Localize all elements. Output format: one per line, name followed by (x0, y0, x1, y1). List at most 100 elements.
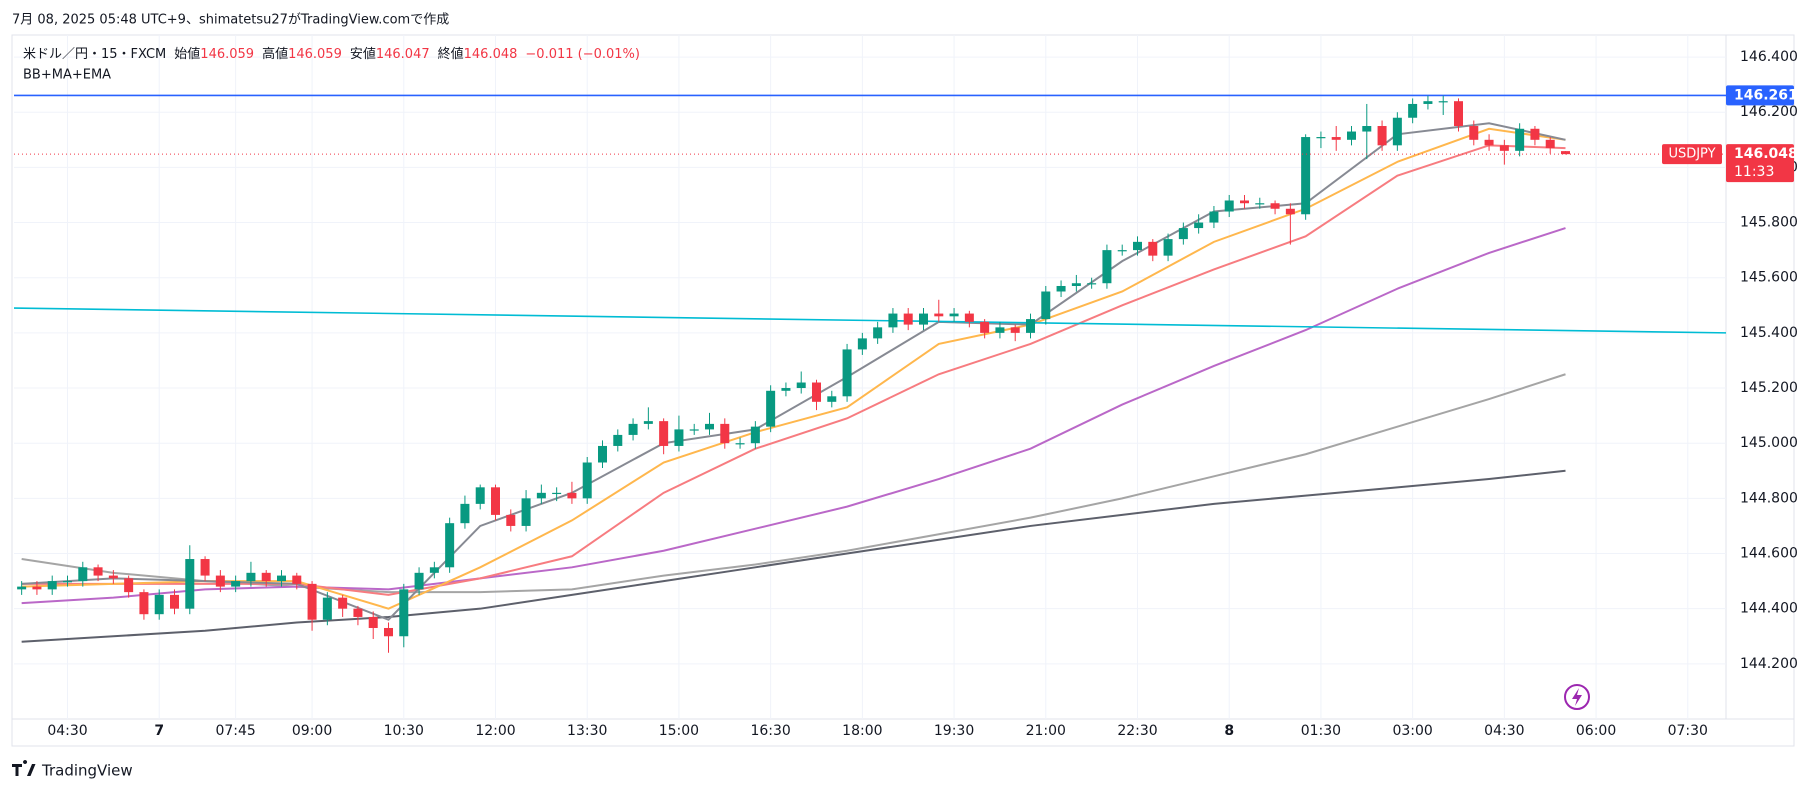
candle-body (1316, 137, 1326, 139)
candle-body (827, 396, 837, 402)
x-tick-label: 09:00 (292, 723, 332, 739)
candle-body (903, 313, 913, 325)
candle-body (491, 487, 500, 515)
candle-body (1545, 139, 1555, 149)
indicators-label[interactable]: BB+MA+EMA (23, 68, 111, 83)
candle-body (1408, 103, 1418, 118)
hline-price-label: 146.261 (1734, 87, 1798, 103)
close-label: 終値 (438, 46, 464, 62)
x-tick-label: 18:00 (842, 723, 882, 739)
candle-body (1392, 117, 1402, 146)
candle-body (231, 581, 241, 587)
candle-body (307, 583, 317, 620)
candle-body (1561, 151, 1570, 155)
x-tick-label: 07:30 (1668, 723, 1708, 739)
candle-body (980, 321, 990, 333)
x-tick-label: 07:45 (215, 723, 255, 739)
candle-body (995, 327, 1005, 333)
candle-body (1301, 137, 1311, 215)
symbol-tag: USDJPY (1668, 147, 1715, 162)
open-label: 始値 (174, 46, 200, 62)
legend-line: 米ドル／円・15・FXCM 始値146.059 高値146.059 安値146.047… (23, 46, 640, 62)
low-label: 安値 (350, 46, 376, 62)
candle-body (475, 487, 485, 504)
candle-body (124, 578, 134, 593)
candle-body (1209, 211, 1219, 223)
candle-body (460, 503, 470, 524)
x-tick-label: 7 (154, 723, 164, 739)
candle-body (1117, 250, 1127, 252)
candle-body (139, 592, 149, 615)
candle-body (414, 572, 424, 590)
candle-body (796, 382, 806, 389)
x-tick-label: 04:30 (47, 723, 87, 739)
indicator-line (21, 227, 1566, 605)
candle-body (1178, 228, 1188, 240)
high-value: 146.059 (288, 47, 342, 62)
candle-body (766, 390, 776, 427)
y-tick-label: 144.200 (1740, 656, 1798, 672)
last-price-label: 146.048 (1734, 146, 1798, 162)
y-tick-label: 145.400 (1740, 325, 1798, 341)
candle-body (1148, 241, 1158, 256)
candle-body (750, 426, 760, 444)
candle-body (598, 445, 607, 463)
candle-body (1530, 128, 1540, 140)
candle-body (108, 575, 118, 579)
candle-body (1194, 222, 1204, 229)
candle-body (322, 597, 332, 620)
brand: TradingView (41, 762, 133, 780)
y-tick-label: 144.600 (1740, 546, 1798, 562)
candle-body (949, 313, 959, 317)
y-tick-label: 145.800 (1740, 215, 1798, 231)
candle-body (17, 586, 27, 590)
candle-body (32, 586, 42, 590)
candle-body (445, 523, 455, 568)
x-tick-label: 13:30 (567, 723, 607, 739)
candle-body (338, 597, 348, 609)
candle-body (812, 382, 821, 402)
candle-body (659, 421, 669, 446)
open-value: 146.059 (200, 47, 254, 62)
candle-body (964, 313, 974, 322)
candle-body (1041, 291, 1051, 320)
x-tick-label: 16:30 (750, 723, 790, 739)
candle-body (47, 581, 57, 590)
y-tick-label: 145.600 (1740, 270, 1798, 286)
candle-body (1454, 101, 1463, 127)
candle-body (93, 567, 103, 576)
y-tick-label: 144.800 (1740, 490, 1798, 506)
candle-body (536, 492, 546, 499)
lightning-icon[interactable] (1564, 684, 1590, 710)
close-value: 146.048 (464, 47, 518, 62)
candle-body (215, 575, 225, 587)
tradingview-logo[interactable]: TradingView (12, 760, 133, 780)
candle-body (1362, 126, 1372, 132)
trend-line (13, 307, 1727, 334)
candle-body (613, 434, 623, 446)
candle-body (674, 429, 684, 446)
y-tick-label: 145.200 (1740, 380, 1798, 396)
candle-body (705, 423, 714, 430)
candle-body (1071, 283, 1081, 286)
hline-price-box (1726, 85, 1794, 106)
y-tick-label: 146.200 (1740, 104, 1798, 120)
x-tick-label: 8 (1224, 723, 1234, 739)
countdown: 11:33 (1734, 164, 1774, 180)
candle-body (1056, 285, 1066, 292)
candle-body (521, 498, 531, 526)
candle-body (781, 388, 791, 391)
candle-body (185, 559, 195, 609)
candle-body (1377, 126, 1387, 146)
candle-body (506, 514, 516, 526)
candle-body (1499, 145, 1509, 151)
y-tick-label: 144.400 (1740, 601, 1798, 617)
candle-body (1347, 131, 1356, 140)
candle-body (1438, 101, 1448, 103)
candle-body (1010, 327, 1020, 333)
candle-body (552, 492, 562, 495)
candle-body (1163, 239, 1173, 256)
candle-body (689, 429, 699, 431)
x-tick-label: 01:30 (1301, 723, 1341, 739)
x-tick-label: 19:30 (934, 723, 974, 739)
